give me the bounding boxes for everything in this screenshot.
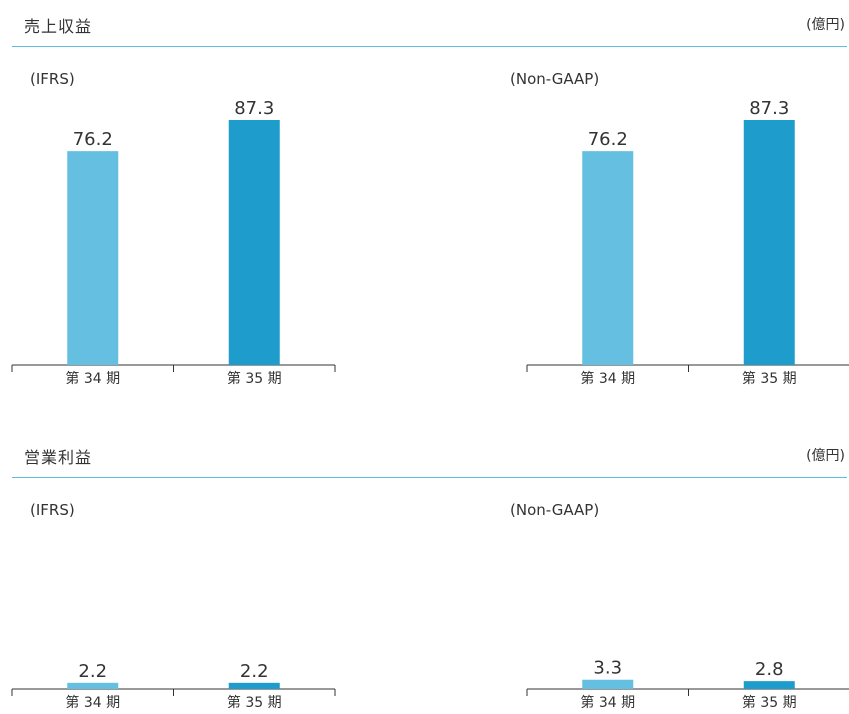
category-label: 第 34 期 <box>580 370 635 387</box>
category-label: 第 35 期 <box>227 370 282 387</box>
bar <box>67 682 119 689</box>
bar <box>67 151 119 365</box>
category-label: 第 34 期 <box>65 370 120 387</box>
chart-revenue-nongaap: 76.2 第 34 期 87.3 第 35 期 <box>526 98 849 387</box>
bar <box>228 120 280 365</box>
chart-profit-nongaap: 3.3 第 34 期 2.8 第 35 期 <box>526 658 849 711</box>
data-label: 87.3 <box>749 98 789 119</box>
data-label: 76.2 <box>588 129 628 150</box>
data-label: 2.2 <box>78 661 107 682</box>
bar <box>743 120 795 365</box>
bar <box>228 682 280 689</box>
data-label: 3.3 <box>593 658 622 679</box>
category-label: 第 35 期 <box>742 370 797 387</box>
category-label: 第 35 期 <box>227 694 282 711</box>
section-header-revenue: 売上収益 (億円) <box>12 0 847 47</box>
panel-label-profit-ifrs: (IFRS) <box>30 501 75 519</box>
bar <box>582 151 634 365</box>
panel-label-revenue-nongaap: (Non-GAAP) <box>510 70 600 88</box>
section-title: 売上収益 <box>24 17 93 36</box>
category-label: 第 34 期 <box>580 694 635 711</box>
unit-label: (億円) <box>806 448 845 464</box>
data-label: 87.3 <box>234 98 274 119</box>
data-label: 76.2 <box>73 129 113 150</box>
panel-label-profit-nongaap: (Non-GAAP) <box>510 501 600 519</box>
category-label: 第 34 期 <box>65 694 120 711</box>
data-label: 2.8 <box>755 659 784 680</box>
chart-revenue-ifrs: 76.2 第 34 期 87.3 第 35 期 <box>11 98 336 387</box>
bar <box>743 681 795 689</box>
bar <box>582 679 634 689</box>
unit-label: (億円) <box>806 17 845 33</box>
panel-label-revenue-ifrs: (IFRS) <box>30 70 75 88</box>
section-title: 営業利益 <box>24 448 93 467</box>
section-header-operating-profit: 営業利益 (億円) <box>12 431 847 478</box>
chart-profit-ifrs: 2.2 第 34 期 2.2 第 35 期 <box>11 661 336 711</box>
data-label: 2.2 <box>240 661 269 682</box>
category-label: 第 35 期 <box>742 694 797 711</box>
